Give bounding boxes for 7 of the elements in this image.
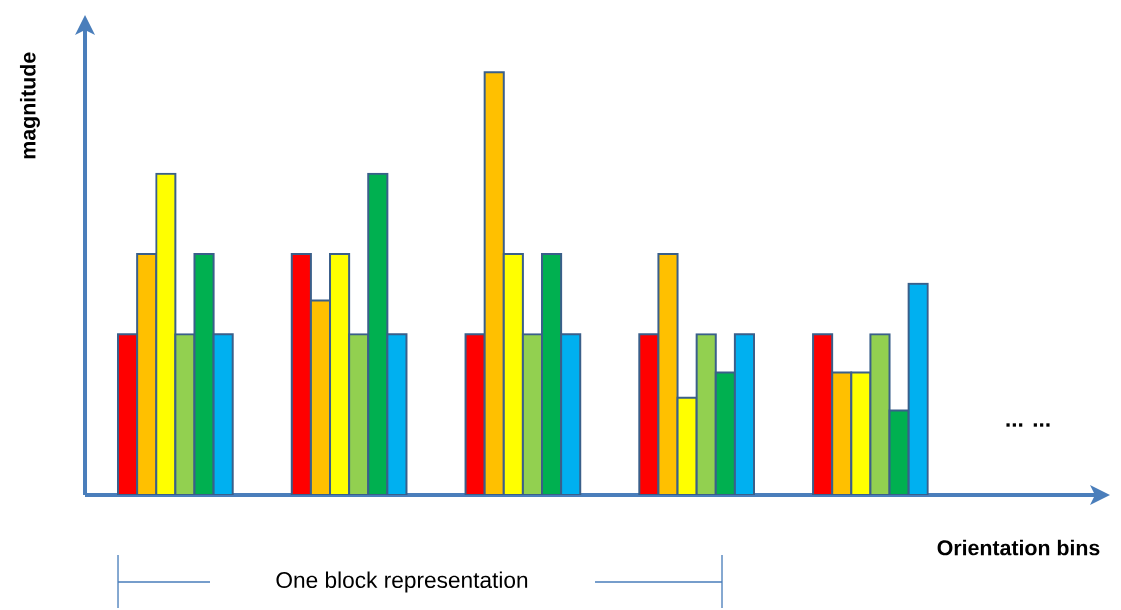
text: One block representation (276, 571, 528, 593)
bar (193, 253, 215, 495)
y-axis-title: magnitude (19, 52, 40, 159)
bar (657, 253, 679, 495)
text: ... ... (1006, 423, 1050, 427)
bar (869, 333, 891, 495)
x-axis-title: Orientation bins (937, 539, 1100, 556)
